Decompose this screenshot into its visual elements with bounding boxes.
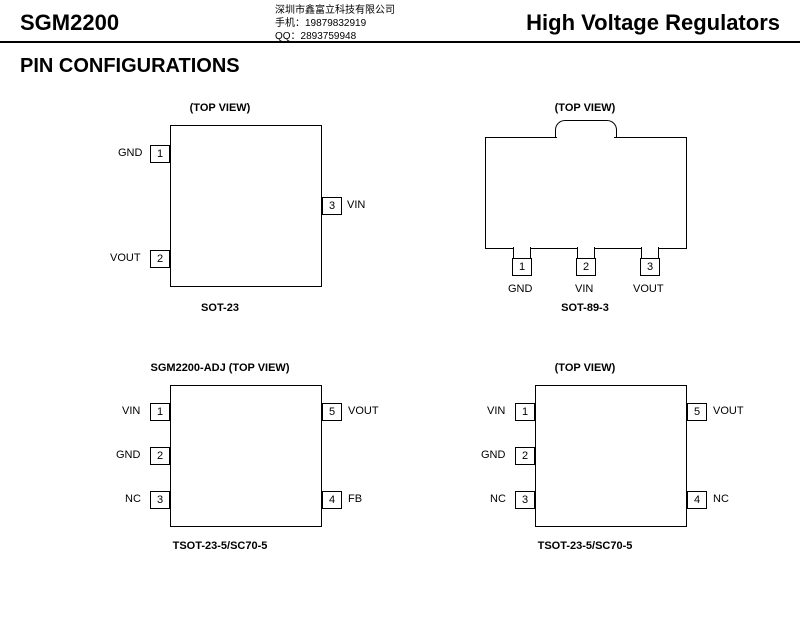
sot89-view-label: (TOP VIEW) bbox=[445, 102, 725, 114]
sot23-pin3-label: VIN bbox=[347, 199, 365, 211]
tsot-fixed-pin4-box: 4 bbox=[687, 491, 707, 509]
sot23-pin1-box: 1 bbox=[150, 145, 170, 163]
tsot-fixed-pin1-box: 1 bbox=[515, 403, 535, 421]
package-tsot-adj: SGM2200-ADJ (TOP VIEW) 1 VIN 2 GND 3 NC … bbox=[80, 365, 360, 585]
tsot-fixed-pin2-label: GND bbox=[481, 449, 505, 461]
sot89-pin2-label: VIN bbox=[575, 283, 593, 295]
page-header: SGM2200 深圳市鑫富立科技有限公司 手机：19879832919 QQ：2… bbox=[0, 0, 800, 43]
tsot-adj-pin4-box: 4 bbox=[322, 491, 342, 509]
tsot-fixed-view-label: (TOP VIEW) bbox=[445, 362, 725, 374]
tsot-adj-pin2-label: GND bbox=[116, 449, 140, 461]
tsot-fixed-pin3-box: 3 bbox=[515, 491, 535, 509]
sot89-tab-gap bbox=[557, 136, 614, 139]
sot23-pin3-box: 3 bbox=[322, 197, 342, 215]
tsot-adj-pin4-label: FB bbox=[348, 493, 362, 505]
tsot-fixed-pin5-label: VOUT bbox=[713, 405, 744, 417]
tsot-fixed-pin2-box: 2 bbox=[515, 447, 535, 465]
package-sot89: (TOP VIEW) 1 2 3 GND VIN VOUT SOT-89-3 bbox=[445, 105, 725, 335]
sot23-pin1-label: GND bbox=[118, 147, 142, 159]
sot89-pin1-label: GND bbox=[508, 283, 532, 295]
sot89-pin1-box: 1 bbox=[512, 258, 532, 276]
diagram-area: (TOP VIEW) 1 GND 2 VOUT 3 VIN SOT-23 (TO… bbox=[0, 105, 800, 625]
tsot-adj-pin1-box: 1 bbox=[150, 403, 170, 421]
tsot-adj-pin5-box: 5 bbox=[322, 403, 342, 421]
contact-qq: QQ：2893759948 bbox=[275, 30, 395, 43]
sot89-body bbox=[485, 137, 687, 249]
section-title: PIN CONFIGURATIONS bbox=[0, 43, 800, 86]
sot89-pin3-box: 3 bbox=[640, 258, 660, 276]
package-tsot-fixed: (TOP VIEW) 1 VIN 2 GND 3 NC 4 NC 5 VOUT … bbox=[445, 365, 725, 585]
tsot-fixed-pin4-label: NC bbox=[713, 493, 729, 505]
tsot-adj-pin5-label: VOUT bbox=[348, 405, 379, 417]
contact-info: 深圳市鑫富立科技有限公司 手机：19879832919 QQ：289375994… bbox=[275, 4, 395, 43]
tsot-fixed-pin5-box: 5 bbox=[687, 403, 707, 421]
package-sot23: (TOP VIEW) 1 GND 2 VOUT 3 VIN SOT-23 bbox=[80, 105, 360, 335]
tsot-fixed-name: TSOT-23-5/SC70-5 bbox=[445, 540, 725, 552]
sot23-pin2-label: VOUT bbox=[110, 252, 141, 264]
part-number: SGM2200 bbox=[20, 10, 119, 35]
sot89-pin3-label: VOUT bbox=[633, 283, 664, 295]
contact-phone: 手机：19879832919 bbox=[275, 17, 395, 30]
tsot-adj-pin1-label: VIN bbox=[122, 405, 140, 417]
sot89-pin2-box: 2 bbox=[576, 258, 596, 276]
sot23-view-label: (TOP VIEW) bbox=[80, 102, 360, 114]
tsot-adj-pin3-box: 3 bbox=[150, 491, 170, 509]
tsot-fixed-pin1-label: VIN bbox=[487, 405, 505, 417]
tsot-fixed-body bbox=[535, 385, 687, 527]
sot89-name: SOT-89-3 bbox=[445, 302, 725, 314]
sot23-pin2-box: 2 bbox=[150, 250, 170, 268]
tsot-adj-view-label: SGM2200-ADJ (TOP VIEW) bbox=[80, 362, 360, 374]
tsot-adj-pin3-label: NC bbox=[125, 493, 141, 505]
contact-company: 深圳市鑫富立科技有限公司 bbox=[275, 4, 395, 17]
tsot-adj-pin2-box: 2 bbox=[150, 447, 170, 465]
tsot-fixed-pin3-label: NC bbox=[490, 493, 506, 505]
sot23-body bbox=[170, 125, 322, 287]
tsot-adj-name: TSOT-23-5/SC70-5 bbox=[80, 540, 360, 552]
sot23-name: SOT-23 bbox=[80, 302, 360, 314]
tsot-adj-body bbox=[170, 385, 322, 527]
doc-title: High Voltage Regulators bbox=[526, 10, 780, 36]
